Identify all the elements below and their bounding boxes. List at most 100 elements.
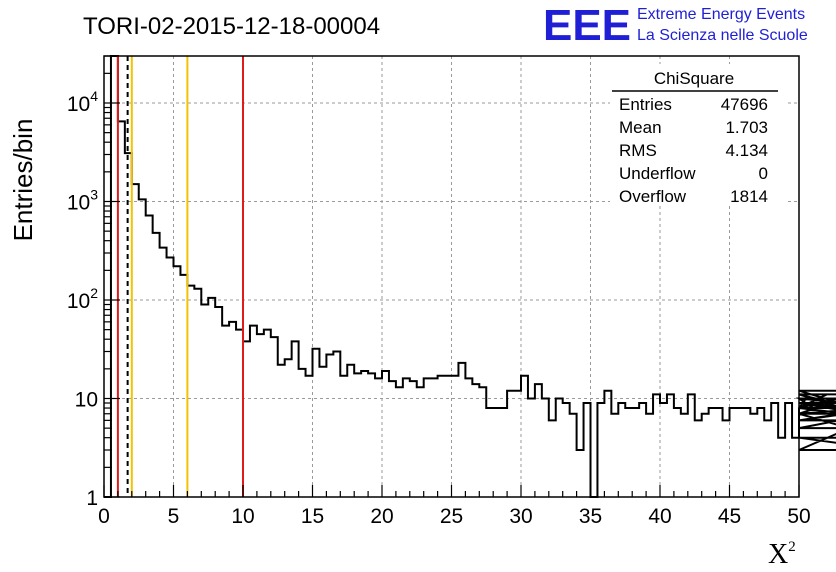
y-axis-title: Entries/bin [8,119,38,242]
histogram-bin [486,408,493,497]
histogram-bin [632,408,639,497]
histogram-bin [556,398,563,497]
histogram-bin [431,378,438,497]
histogram-bin [528,398,535,497]
histogram-bin [563,403,570,497]
histogram-bin [514,391,521,497]
histogram-bin [507,391,514,497]
histogram-bin [584,403,591,497]
y-tick-exponent: 4 [90,88,98,104]
histogram-bin [493,408,500,497]
histogram-bin [187,286,194,497]
stats-title: ChiSquare [654,69,734,88]
x-tick-label: 20 [370,505,393,528]
histogram-bin [577,450,584,497]
histogram-bin [792,438,799,497]
x-axis-symbol: X [768,539,788,570]
histogram-bin [139,199,146,497]
histogram-bin [153,233,160,497]
histogram-bin [236,330,243,497]
x-tick-label: 40 [648,505,671,528]
histogram-bin [549,420,556,497]
histogram-bin [354,373,361,497]
histogram-bin [361,371,368,497]
histogram-bin [319,367,326,497]
stats-label-rms: RMS [619,141,657,160]
y-tick-label: 103 [67,186,98,214]
histogram-bin [542,398,549,497]
eee-logo: EEE Extreme Energy Events La Scienza nel… [543,1,808,50]
histogram-bin [222,326,229,497]
histogram-bin [646,414,653,497]
histogram-bin [208,298,215,497]
logo-line1: Extreme Energy Events [637,6,805,23]
histogram-bin [340,376,347,497]
stats-label-mean: Mean [619,118,662,137]
histogram-bin [479,387,486,497]
stats-value-entries: 47696 [721,95,768,114]
histogram-bin [271,337,278,497]
histogram-bin [215,307,222,497]
histogram-bin [396,387,403,497]
histogram-bin [736,408,743,497]
y-tick-exponent: 2 [90,285,98,301]
histogram-bin [326,354,333,497]
histogram-bin [347,365,354,497]
histogram-bin [778,438,785,497]
histogram-bin [653,394,660,497]
histogram-bin [201,305,208,497]
threshold-lines [116,56,244,497]
x-tick-label: 25 [440,505,463,528]
histogram-bin [723,420,730,497]
stats-label-entries: Entries [619,95,672,114]
histogram-bin [438,376,445,497]
histogram-bin [521,376,528,497]
histogram-bin [452,376,459,497]
histogram-bin [743,408,750,497]
histogram-bin [688,394,695,497]
histogram-bin [695,420,702,497]
histogram-bin [382,371,389,497]
x-tick-label: 10 [231,505,254,528]
stats-value-rms: 4.134 [725,141,768,160]
x-tick-label: 5 [168,505,180,528]
y-tick-label: 1 [86,487,98,510]
histogram-bin [730,408,737,497]
x-tick-label: 45 [718,505,741,528]
y-tick-label: 104 [67,88,98,116]
histogram-bin [750,414,757,497]
histogram-bin [639,403,646,497]
histogram-bin [465,378,472,497]
histogram-bin [403,378,410,497]
histogram-bin [611,414,618,497]
histogram-bin [417,387,424,497]
chart-title: TORI-02-2015-12-18-00004 [83,13,380,40]
stats-box: ChiSquare Entries 47696 Mean 1.703 RMS 4… [610,64,786,206]
x-axis-ticks: 0 5 10 15 20 25 30 35 40 45 50 [98,485,811,528]
histogram-bin [618,403,625,497]
stats-label-overflow: Overflow [619,187,687,206]
histogram-bin [709,408,716,497]
histogram-bin [146,216,153,497]
histogram-bin [118,121,125,497]
x-axis-title: X2 [768,539,796,570]
histogram-bin [472,384,479,497]
y-tick-label: 10 [75,388,98,411]
histogram-bin [716,408,723,497]
histogram-bin [570,414,577,497]
histogram-bin [264,330,271,497]
histogram-bin [333,352,340,497]
histogram-bin [445,376,452,497]
histogram-bin [292,341,299,497]
histogram-bin [500,408,507,497]
histogram-bin [160,248,167,497]
histogram-bin [132,184,139,497]
histogram-bin [660,403,667,497]
stats-value-overflow: 1814 [730,187,768,206]
stats-label-underflow: Underflow [619,164,696,183]
histogram-bin [167,258,174,497]
histogram-bin [757,408,764,497]
histogram-bin [278,365,285,497]
